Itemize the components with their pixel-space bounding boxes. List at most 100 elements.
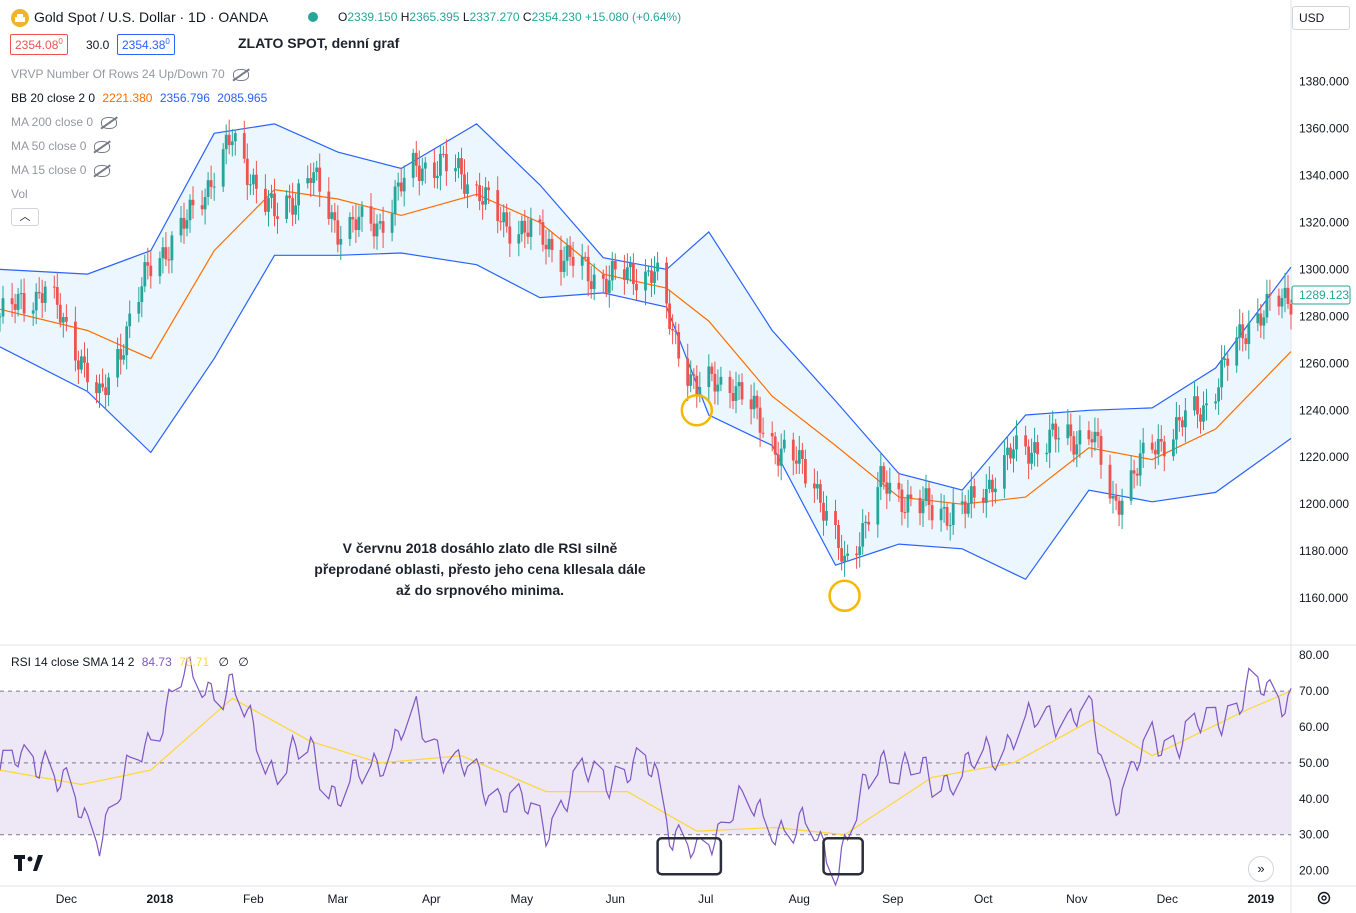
candle	[520, 215, 524, 242]
candle	[981, 488, 985, 513]
candle	[517, 220, 521, 257]
ma200-legend[interactable]: MA 200 close 0	[11, 115, 118, 129]
candle	[1159, 425, 1163, 452]
candle	[737, 374, 741, 400]
candle-body	[864, 521, 868, 524]
time-tick-label: 2019	[1247, 892, 1274, 906]
candle	[1, 285, 5, 324]
candle-body	[791, 439, 795, 461]
candle	[1214, 393, 1217, 410]
candle-body	[1150, 442, 1154, 450]
candle-body	[276, 216, 279, 219]
ma15-legend[interactable]: MA 15 close 0	[11, 163, 111, 177]
vrvp-legend[interactable]: VRVP Number Of Rows 24 Up/Down 70	[11, 67, 249, 81]
candle-body	[607, 280, 611, 293]
candle	[1226, 353, 1230, 381]
candle-body	[19, 293, 23, 295]
candle	[276, 202, 279, 234]
rsi-tick-label: 40.00	[1299, 792, 1329, 806]
bb-legend[interactable]: BB 20 close 2 0 2221.380 2356.796 2085.9…	[11, 91, 268, 105]
candle-body	[710, 366, 714, 374]
symbol-title[interactable]: Gold Spot / U.S. Dollar · 1D · OANDA	[34, 9, 269, 25]
candle-body	[16, 294, 20, 310]
candle-body	[116, 349, 119, 378]
settings-gear-icon[interactable]	[1316, 890, 1332, 906]
candle	[312, 162, 316, 195]
candle	[463, 159, 466, 199]
candle-body	[731, 393, 735, 401]
candle-body	[1178, 417, 1181, 421]
candle-body	[65, 317, 68, 322]
candle-body	[665, 262, 668, 304]
candle-body	[31, 310, 35, 314]
price-tick-label: 1380.000	[1299, 75, 1349, 89]
candle	[632, 253, 635, 295]
hidden-eye-icon[interactable]	[232, 68, 249, 81]
candle	[571, 241, 575, 278]
candle-body	[137, 302, 141, 314]
candle	[119, 333, 123, 375]
candle-body	[372, 223, 376, 237]
candle-body	[948, 525, 952, 527]
candle	[846, 544, 849, 562]
candle-body	[315, 167, 319, 173]
time-tick-label: Aug	[789, 892, 810, 906]
candle	[107, 372, 110, 407]
candle-body	[95, 382, 98, 394]
candle-body	[13, 304, 17, 310]
hidden-eye-icon[interactable]	[94, 140, 111, 153]
candle	[58, 293, 62, 328]
collapse-legend-button[interactable]: ︿	[11, 208, 39, 226]
candle-body	[1093, 431, 1097, 443]
vol-legend[interactable]: Vol	[11, 187, 28, 201]
candle	[686, 343, 690, 401]
candle-body	[939, 508, 943, 521]
candle-body	[517, 234, 521, 244]
candle	[502, 204, 506, 238]
candle	[125, 321, 129, 370]
candle	[16, 287, 20, 317]
candle	[146, 247, 150, 280]
candle-body	[719, 376, 723, 385]
tradingview-logo[interactable]	[14, 855, 44, 876]
candle	[1156, 424, 1160, 466]
candle	[245, 143, 249, 200]
candle	[601, 269, 605, 294]
candle	[822, 491, 825, 536]
candle	[1093, 417, 1097, 451]
rsi-legend[interactable]: RSI 14 close SMA 14 2 84.73 75.71 ∅ ∅	[11, 655, 249, 669]
candle-body	[164, 247, 168, 260]
currency-selector[interactable]: USD	[1292, 6, 1350, 30]
candle-body	[523, 220, 527, 233]
candle-body	[822, 502, 825, 521]
bid-price-box[interactable]: 2354.080	[10, 34, 68, 55]
candle-body	[656, 262, 659, 272]
candle-body	[1015, 435, 1018, 450]
ask-price-box[interactable]: 2354.380	[117, 34, 175, 55]
hidden-eye-icon[interactable]	[94, 164, 111, 177]
candle-body	[411, 152, 415, 178]
candle	[140, 277, 144, 318]
candle-body	[52, 286, 56, 288]
hidden-eye-icon[interactable]	[101, 116, 118, 129]
candle-body	[867, 521, 871, 525]
candle	[255, 160, 258, 204]
candle	[562, 246, 566, 278]
scroll-to-realtime-button[interactable]: »	[1248, 856, 1274, 882]
candle-body	[1111, 496, 1115, 499]
current-price-label: 1289.123	[1299, 288, 1349, 302]
candle	[318, 153, 322, 207]
candle-body	[433, 162, 436, 178]
candle	[1289, 299, 1293, 330]
candle-body	[858, 546, 862, 556]
candle-body	[330, 212, 334, 219]
bollinger-band-fill	[0, 123, 1291, 580]
ma50-legend[interactable]: MA 50 close 0	[11, 139, 111, 153]
candle-body	[1196, 396, 1199, 415]
price-tick-label: 1360.000	[1299, 122, 1349, 136]
candle-body	[140, 286, 144, 303]
candle-body	[1114, 496, 1118, 501]
time-tick-label: Feb	[243, 892, 264, 906]
candle	[1099, 429, 1103, 479]
